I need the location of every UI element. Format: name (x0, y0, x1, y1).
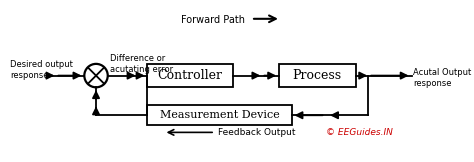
Text: Measurement Device: Measurement Device (160, 110, 279, 120)
Text: Acutal Output
response: Acutal Output response (413, 68, 472, 88)
Text: © EEGuides.IN: © EEGuides.IN (326, 128, 393, 137)
Bar (279, 64, 356, 87)
Bar (147, 64, 233, 87)
Text: Process: Process (293, 69, 342, 82)
Bar (147, 105, 292, 125)
Text: Feedback Output: Feedback Output (218, 128, 295, 137)
Text: Difference or
acutating error: Difference or acutating error (110, 54, 173, 74)
Text: Controller: Controller (158, 69, 223, 82)
Text: Forward Path: Forward Path (181, 15, 245, 25)
Text: Desired output
response: Desired output response (10, 60, 73, 80)
